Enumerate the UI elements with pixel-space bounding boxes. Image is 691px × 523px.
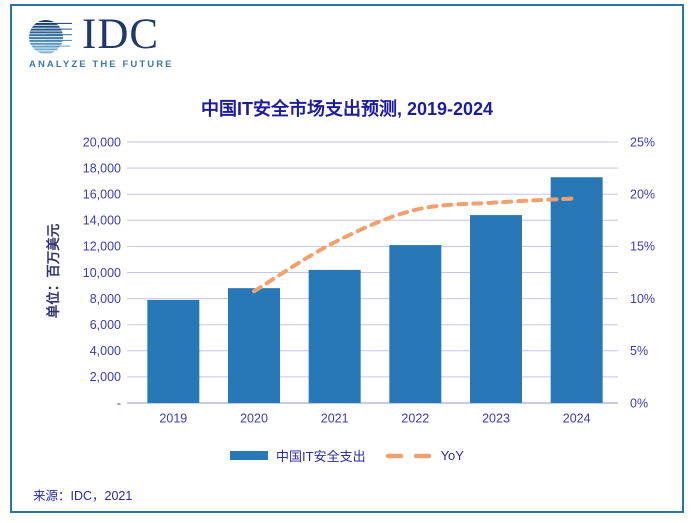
right-axis-tick-label: 5%: [630, 344, 648, 358]
x-axis-label: 2019: [159, 412, 187, 426]
bar-2023: [470, 215, 522, 403]
legend-line-label: YoY: [440, 448, 464, 463]
legend-bar-label: 中国IT安全支出: [276, 449, 366, 464]
left-axis-tick-label: 20,000: [83, 135, 121, 149]
bar-2021: [308, 269, 361, 403]
x-axis-label: 2020: [240, 412, 268, 426]
right-axis-tick-label: 20%: [630, 188, 655, 202]
bar-2024: [550, 177, 603, 403]
chart-title: 中国IT安全市场支出预测, 2019-2024: [200, 99, 494, 119]
left-axis-tick-label: 2,000: [90, 370, 121, 384]
x-axis-label: 2024: [563, 412, 591, 426]
right-axis-tick-label: 15%: [630, 240, 655, 254]
x-axis-label: 2023: [482, 412, 510, 426]
bar-2019: [147, 299, 200, 403]
idc-logo-tagline: ANALYZE THE FUTURE: [29, 59, 174, 70]
idc-logo: IDC: [28, 11, 160, 58]
source-note: 来源：IDC，2021: [33, 489, 133, 503]
chart-legend: 中国IT安全支出 YoY: [10, 446, 684, 465]
legend-line-swatch: [385, 453, 431, 458]
idc-globe-icon: [29, 20, 72, 54]
left-axis-tick-label: 18,000: [83, 161, 121, 175]
right-axis-tick-label: 0%: [630, 396, 648, 410]
x-axis-label: 2022: [401, 412, 429, 426]
left-axis-tick-label: 4,000: [90, 344, 121, 358]
right-axis-tick-label: 25%: [630, 135, 655, 149]
left-axis-tick-label: -: [117, 396, 121, 410]
left-axis-tick-label: 6,000: [90, 318, 121, 332]
right-axis-tick-label: 10%: [630, 292, 655, 306]
bar-2020: [228, 288, 280, 403]
legend-bar-swatch: [230, 451, 269, 460]
left-axis-tick-label: 14,000: [83, 214, 121, 228]
idc-logo-text: IDC: [82, 11, 160, 58]
left-axis-tick-label: 10,000: [83, 266, 121, 280]
left-axis-tick-label: 8,000: [90, 292, 121, 306]
left-axis-tick-label: 16,000: [83, 188, 121, 202]
bar-2022: [389, 245, 442, 403]
yoy-line: [252, 196, 579, 294]
x-axis-label: 2021: [321, 412, 349, 426]
left-axis-tick-label: 12,000: [83, 240, 121, 254]
